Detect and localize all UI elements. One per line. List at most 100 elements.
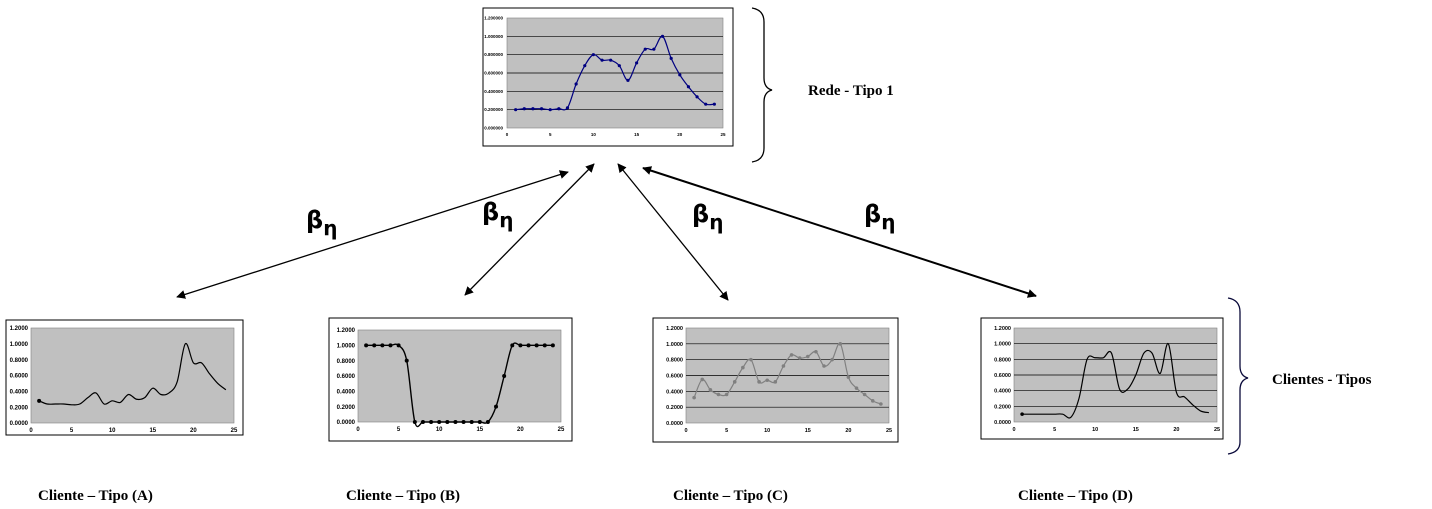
data-point <box>557 107 561 111</box>
y-tick-label: 0.0000 <box>994 420 1011 426</box>
data-point <box>539 107 544 111</box>
data-point <box>700 377 705 382</box>
data-point <box>445 420 450 424</box>
x-tick-label: 10 <box>764 428 770 434</box>
y-tick-label: 0.4000 <box>994 389 1011 395</box>
data-point <box>686 85 691 89</box>
clientes-brace <box>1227 297 1249 455</box>
data-point <box>724 392 729 397</box>
y-tick-label: 0.8000 <box>994 357 1011 363</box>
y-tick-label: 0.200000 <box>484 107 503 112</box>
y-tick-label: 0.2000 <box>666 405 683 411</box>
x-tick-label: 25 <box>886 428 892 434</box>
y-tick-label: 0.6000 <box>337 374 356 380</box>
chart-client-c: 0.0000 0.2000 0.4000 0.6000 0.8000 1.0000 1.20… <box>652 317 899 443</box>
y-tick-label: 0.8000 <box>666 358 683 364</box>
data-point <box>704 102 708 106</box>
chart-rede: 0.000000 0.200000 0.400000 0.600000 0.800000… <box>482 7 734 147</box>
y-tick-label: 1.2000 <box>994 326 1011 332</box>
data-point <box>461 420 466 424</box>
arrow-rede-b <box>464 163 595 296</box>
data-point <box>372 343 377 348</box>
x-tick-label: 20 <box>845 428 851 434</box>
data-point <box>830 357 834 362</box>
arrow-rede-d <box>642 166 1037 298</box>
rede-label: Rede - Tipo 1 <box>808 83 894 99</box>
y-tick-label: 0.800000 <box>484 52 503 57</box>
data-point <box>757 380 761 384</box>
data-point <box>510 343 515 348</box>
data-point <box>838 342 843 346</box>
data-point <box>494 404 499 409</box>
y-tick-label: 1.0000 <box>666 342 683 348</box>
data-point <box>514 108 518 112</box>
x-tick-label: 5 <box>70 428 74 434</box>
y-tick-label: 0.400000 <box>484 89 503 94</box>
x-tick-label: 5 <box>397 427 401 433</box>
data-point <box>502 374 507 378</box>
data-point <box>437 420 442 424</box>
data-point <box>652 47 656 51</box>
data-point <box>380 343 385 348</box>
rede-brace <box>751 7 773 163</box>
data-point <box>522 107 526 111</box>
y-tick-label: 0.0000 <box>666 421 683 427</box>
data-point <box>732 380 737 384</box>
data-point <box>453 420 458 424</box>
data-point <box>477 420 482 424</box>
data-point <box>765 378 769 383</box>
y-tick-label: 1.2000 <box>666 326 683 332</box>
data-point <box>797 356 802 360</box>
data-point <box>526 343 531 348</box>
x-tick-label: 15 <box>634 132 640 137</box>
chart-client-d: 0.0000 0.2000 0.4000 0.6000 0.8000 1.0000 1.20… <box>980 317 1224 440</box>
y-tick-label: 1.2000 <box>10 326 29 332</box>
data-point <box>531 107 535 111</box>
data-point <box>583 64 587 68</box>
y-tick-label: 1.000000 <box>484 34 503 39</box>
data-point <box>412 420 417 424</box>
beta-label-4: βη <box>864 200 895 234</box>
data-point <box>781 364 786 368</box>
x-tick-label: 25 <box>231 428 238 434</box>
data-point <box>617 64 621 68</box>
data-point <box>600 58 604 62</box>
x-tick-label: 0 <box>29 428 33 434</box>
caption-client-a: Cliente – Tipo (A) <box>38 488 153 504</box>
caption-client-b: Cliente – Tipo (B) <box>346 488 460 504</box>
y-tick-label: 0.6000 <box>10 374 29 380</box>
y-tick-label: 0.8000 <box>337 359 356 365</box>
data-point <box>862 392 867 397</box>
data-point <box>789 353 794 357</box>
y-tick-label: 0.4000 <box>337 389 356 395</box>
y-tick-label: 0.600000 <box>484 71 503 76</box>
series-line <box>1022 343 1209 419</box>
y-tick-label: 0.0000 <box>337 420 356 426</box>
x-tick-label: 15 <box>1133 427 1139 433</box>
data-point <box>678 73 682 77</box>
y-tick-label: 0.2000 <box>994 404 1011 410</box>
y-tick-label: 1.0000 <box>337 343 356 349</box>
data-point <box>548 108 552 112</box>
caption-client-c: Cliente – Tipo (C) <box>673 488 788 504</box>
data-point <box>518 343 523 348</box>
chart-client-a: 0.0000 0.2000 0.4000 0.6000 0.8000 1.0000 1.20… <box>5 319 244 436</box>
x-tick-label: 0 <box>684 428 687 434</box>
y-tick-label: 0.6000 <box>994 373 1011 379</box>
x-tick-label: 20 <box>517 427 524 433</box>
x-tick-label: 5 <box>725 428 728 434</box>
data-point <box>420 420 425 424</box>
data-point <box>741 365 745 370</box>
x-tick-label: 20 <box>190 428 197 434</box>
data-point <box>822 364 826 368</box>
x-tick-label: 5 <box>549 132 552 137</box>
data-point <box>388 343 393 348</box>
series-line <box>38 343 227 406</box>
data-point <box>660 34 665 38</box>
data-point <box>565 106 570 110</box>
data-point <box>669 56 673 60</box>
y-tick-label: 0.6000 <box>666 373 683 379</box>
data-point <box>534 343 539 348</box>
beta-label-3: βη <box>692 200 723 234</box>
